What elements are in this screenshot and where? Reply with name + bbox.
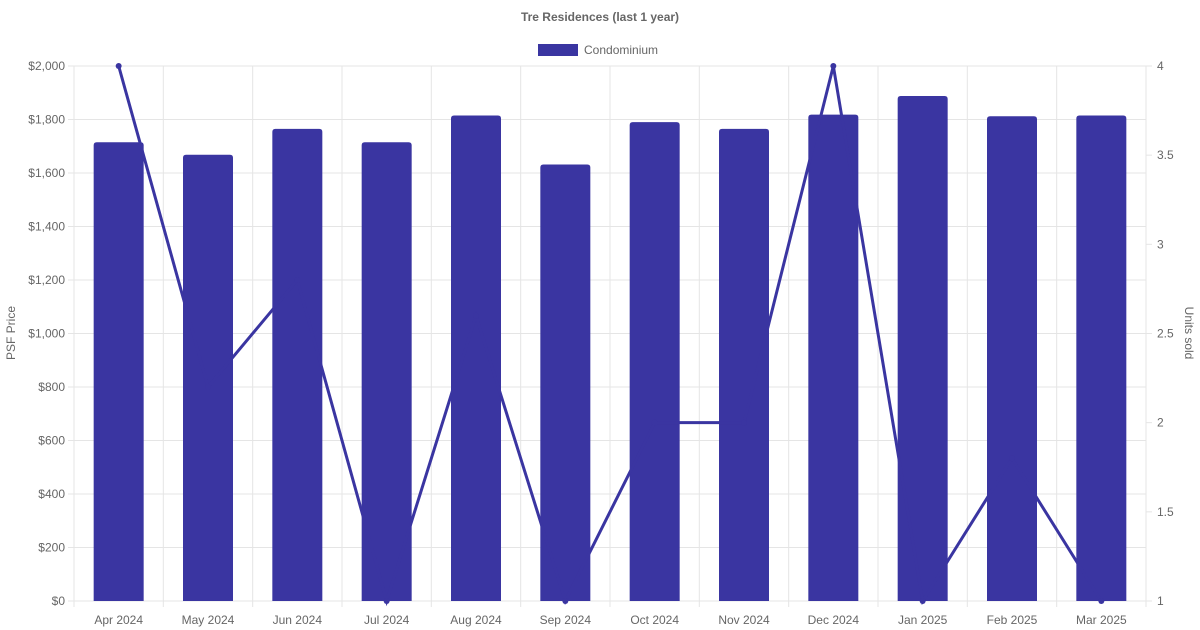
line-point-jun-2024[interactable] xyxy=(294,277,301,283)
line-point-dec-2024[interactable] xyxy=(830,63,837,69)
right-tick-label: 1.5 xyxy=(1157,505,1174,519)
x-tick-label: Jan 2025 xyxy=(898,613,948,627)
right-axis-ticks: 1 1.5 2 2.5 3 3.5 4 xyxy=(1146,59,1174,608)
right-tick-label: 3.5 xyxy=(1157,148,1174,162)
x-tick-label: Sep 2024 xyxy=(540,613,592,627)
legend-label-condominium: Condominium xyxy=(584,43,658,57)
left-tick-label: $1,000 xyxy=(28,327,65,341)
x-tick-label: Feb 2025 xyxy=(987,613,1038,627)
left-tick-label: $600 xyxy=(38,434,65,448)
x-tick-label: Mar 2025 xyxy=(1076,613,1127,627)
line-point-jul-2024[interactable] xyxy=(383,598,390,604)
bar-jun-2024[interactable] xyxy=(272,128,323,602)
left-tick-label: $1,200 xyxy=(28,273,65,287)
line-point-jan-2025[interactable] xyxy=(919,598,926,604)
line-point-oct-2024[interactable] xyxy=(651,419,658,426)
line-point-feb-2025[interactable] xyxy=(1009,455,1015,462)
line-point-may-2024[interactable] xyxy=(205,384,211,390)
x-tick-label: Jun 2024 xyxy=(273,613,323,627)
bar-mar-2025[interactable] xyxy=(1076,115,1127,602)
x-tick-label: Nov 2024 xyxy=(718,613,770,627)
units-sold-line xyxy=(117,65,1103,607)
left-tick-label: $2,000 xyxy=(28,59,65,73)
bar-may-2024[interactable] xyxy=(183,154,233,601)
left-tick-label: $1,800 xyxy=(28,113,65,127)
x-tick-label: Apr 2024 xyxy=(94,613,143,627)
x-tick-label: May 2024 xyxy=(182,613,235,627)
left-tick-label: $400 xyxy=(38,487,65,501)
right-tick-label: 2.5 xyxy=(1157,327,1174,341)
right-tick-label: 2 xyxy=(1157,416,1164,430)
line-point-apr-2024[interactable] xyxy=(115,63,122,69)
bar-apr-2024[interactable] xyxy=(93,142,144,602)
x-axis-ticks: Apr 2024 May 2024 Jun 2024 Jul 2024 Aug 2024… xyxy=(94,613,1127,627)
right-tick-label: 4 xyxy=(1157,59,1164,73)
line-point-sep-2024[interactable] xyxy=(562,598,569,604)
left-tick-label: $800 xyxy=(38,380,65,394)
x-tick-label: Dec 2024 xyxy=(808,613,860,627)
x-tick-label: Aug 2024 xyxy=(450,613,502,627)
right-tick-label: 1 xyxy=(1157,594,1164,608)
left-tick-label: $1,600 xyxy=(28,166,65,180)
bar-jan-2025[interactable] xyxy=(897,95,948,602)
bar-series xyxy=(93,95,1127,602)
x-tick-label: Jul 2024 xyxy=(364,613,410,627)
bar-dec-2024[interactable] xyxy=(808,114,859,601)
line-point-nov-2024[interactable] xyxy=(741,419,747,426)
line-series xyxy=(115,63,1105,607)
left-tick-label: $1,400 xyxy=(28,220,65,234)
left-tick-label: $200 xyxy=(38,541,65,555)
bar-oct-2024[interactable] xyxy=(629,122,680,602)
line-point-mar-2025[interactable] xyxy=(1098,598,1105,604)
bar-jul-2024[interactable] xyxy=(361,142,412,602)
chart-title: Tre Residences (last 1 year) xyxy=(521,10,679,24)
bar-feb-2025[interactable] xyxy=(987,116,1037,601)
grid-lines xyxy=(68,65,1147,607)
left-tick-label: $0 xyxy=(52,594,66,608)
bar-sep-2024[interactable] xyxy=(540,164,591,601)
x-tick-label: Oct 2024 xyxy=(630,613,679,627)
bar-nov-2024[interactable] xyxy=(719,128,769,602)
right-tick-label: 3 xyxy=(1157,237,1164,251)
legend[interactable]: Condominium xyxy=(538,43,658,57)
right-axis-label: Units sold xyxy=(1182,307,1196,360)
line-point-aug-2024[interactable] xyxy=(473,312,479,319)
left-axis-ticks: $0 $200 $400 $600 $800 $1,000 $1,200 $1,400 $1,6… xyxy=(28,59,65,608)
left-axis-label: PSF Price xyxy=(4,306,18,360)
bar-aug-2024[interactable] xyxy=(451,115,501,602)
legend-swatch-condominium xyxy=(538,44,578,56)
